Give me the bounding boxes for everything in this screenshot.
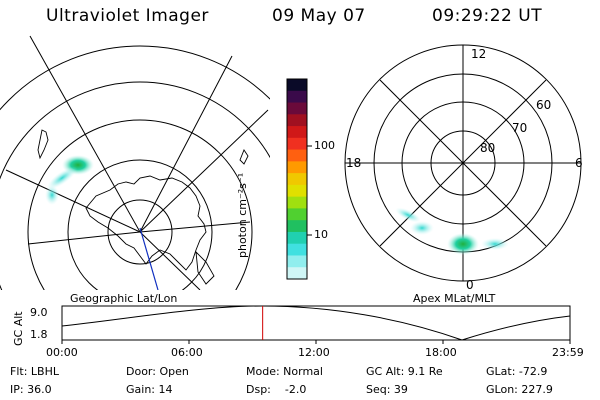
coastline-fragment	[37, 129, 49, 160]
mode-status: Mode: Normal	[246, 365, 323, 378]
time-tick-label: 18:00	[425, 346, 457, 359]
colorbar-swatch	[287, 255, 307, 268]
date-label: 09 May 07	[272, 6, 366, 26]
dsp-status: Dsp: -2.0	[246, 383, 307, 396]
colorbar-swatch	[287, 220, 307, 233]
gain-status: Gain: 14	[126, 383, 173, 396]
colorbar-unit-label: photon cm⁻²s⁻¹	[236, 172, 249, 258]
apex-lat-label-80: 80	[480, 141, 496, 155]
altitude-plot-frame	[61, 305, 571, 341]
colorbar-swatch	[287, 126, 307, 139]
apex-lat-label-60: 60	[536, 98, 552, 112]
geo-lon-line	[139, 109, 269, 233]
geographic-map-title: Geographic Lat/Lon	[70, 292, 178, 305]
glon-status: GLon: 227.9	[486, 383, 553, 396]
ip-status: IP: 36.0	[10, 383, 52, 396]
altitude-plot	[61, 305, 571, 344]
aurora-emission	[481, 238, 509, 250]
altitude-ymin-label: 1.8	[30, 328, 48, 341]
time-tick-label: 12:00	[298, 346, 330, 359]
antarctica-coastline	[85, 175, 207, 271]
coastline-fragment	[239, 149, 249, 165]
colorbar-swatch	[287, 161, 307, 174]
geo-lat-circle	[0, 81, 270, 290]
filter-status: Flt: LBHL	[10, 365, 59, 378]
satellite-track	[139, 227, 159, 290]
colorbar-frame	[286, 78, 308, 280]
time-tick-label: 00:00	[46, 346, 78, 359]
apex-lat-label-70: 70	[512, 121, 528, 135]
colorbar-swatch	[287, 208, 307, 221]
colorbar	[286, 78, 312, 280]
geo-lat-circle	[27, 119, 253, 290]
geo-lon-line	[27, 231, 141, 245]
altitude-curve	[61, 305, 571, 341]
colorbar-tick-label: 10	[314, 228, 328, 241]
geo-lon-line	[5, 169, 141, 233]
geo-lon-line	[139, 221, 251, 233]
apex-mlt-label-18: 18	[346, 156, 362, 170]
time-tick-label: 23:59	[552, 346, 584, 359]
aurora-emission	[46, 166, 78, 190]
gc-alt-status: GC Alt: 9.1 Re	[366, 365, 443, 378]
altitude-ylabel: GC Alt	[12, 311, 25, 346]
colorbar-swatch	[287, 114, 307, 127]
colorbar-swatch	[287, 149, 307, 162]
colorbar-tick-label: 100	[314, 139, 335, 152]
colorbar-swatch	[287, 79, 307, 92]
colorbar-swatch	[287, 90, 307, 104]
colorbar-swatch	[287, 184, 307, 198]
geo-lat-circle	[0, 45, 270, 111]
coastline-fragment	[195, 250, 215, 285]
colorbar-swatch	[287, 267, 307, 280]
colorbar-swatch	[287, 243, 307, 256]
colorbar-swatch	[287, 137, 307, 151]
aurora-emission	[447, 233, 479, 255]
time-label: 09:29:22 UT	[432, 6, 543, 26]
time-tick-label: 06:00	[171, 346, 203, 359]
colorbar-swatch	[287, 196, 307, 209]
geo-lat-circle	[67, 159, 213, 290]
altitude-ymax-label: 9.0	[30, 306, 48, 319]
apex-map-title: Apex MLat/MLT	[413, 292, 496, 305]
aurora-emission	[395, 207, 421, 223]
geo-lat-circle	[107, 199, 173, 265]
seq-status: Seq: 39	[366, 383, 408, 396]
apex-map	[344, 44, 582, 282]
colorbar-swatch	[287, 173, 307, 186]
colorbar-swatch	[287, 231, 307, 245]
apex-mlt-label-12: 12	[471, 47, 487, 61]
colorbar-swatch	[287, 102, 307, 115]
geo-lon-line	[139, 231, 201, 290]
instrument-title: Ultraviolet Imager	[46, 6, 209, 26]
door-status: Door: Open	[126, 365, 189, 378]
glat-status: GLat: -72.9	[486, 365, 548, 378]
apex-mlt-label-0: 0	[466, 278, 474, 292]
geo-lon-line	[29, 35, 141, 233]
aurora-emission	[45, 185, 59, 205]
apex-mlt-label-6: 6	[575, 156, 583, 170]
geo-lon-line	[139, 55, 233, 233]
aurora-emission	[410, 221, 434, 235]
